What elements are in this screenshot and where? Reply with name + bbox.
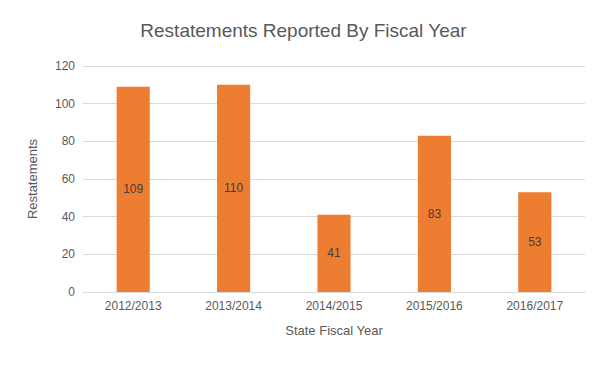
svg-text:120: 120: [55, 59, 75, 73]
svg-text:100: 100: [55, 97, 75, 111]
svg-text:Restatements Reported By Fisca: Restatements Reported By Fiscal Year: [140, 20, 467, 41]
svg-text:20: 20: [62, 247, 76, 261]
svg-text:109: 109: [123, 182, 143, 196]
svg-text:83: 83: [428, 207, 442, 221]
svg-text:2016/2017: 2016/2017: [506, 299, 563, 313]
svg-text:Restatements: Restatements: [25, 138, 40, 219]
svg-text:2014/2015: 2014/2015: [306, 299, 363, 313]
svg-text:0: 0: [68, 285, 75, 299]
svg-text:41: 41: [327, 246, 341, 260]
svg-text:80: 80: [62, 134, 76, 148]
svg-text:53: 53: [528, 235, 542, 249]
svg-text:2012/2013: 2012/2013: [105, 299, 162, 313]
svg-text:60: 60: [62, 172, 76, 186]
svg-text:2015/2016: 2015/2016: [406, 299, 463, 313]
svg-text:40: 40: [62, 210, 76, 224]
svg-text:110: 110: [224, 181, 243, 195]
svg-text:State Fiscal Year: State Fiscal Year: [285, 323, 383, 338]
svg-text:2013/2014: 2013/2014: [205, 299, 262, 313]
